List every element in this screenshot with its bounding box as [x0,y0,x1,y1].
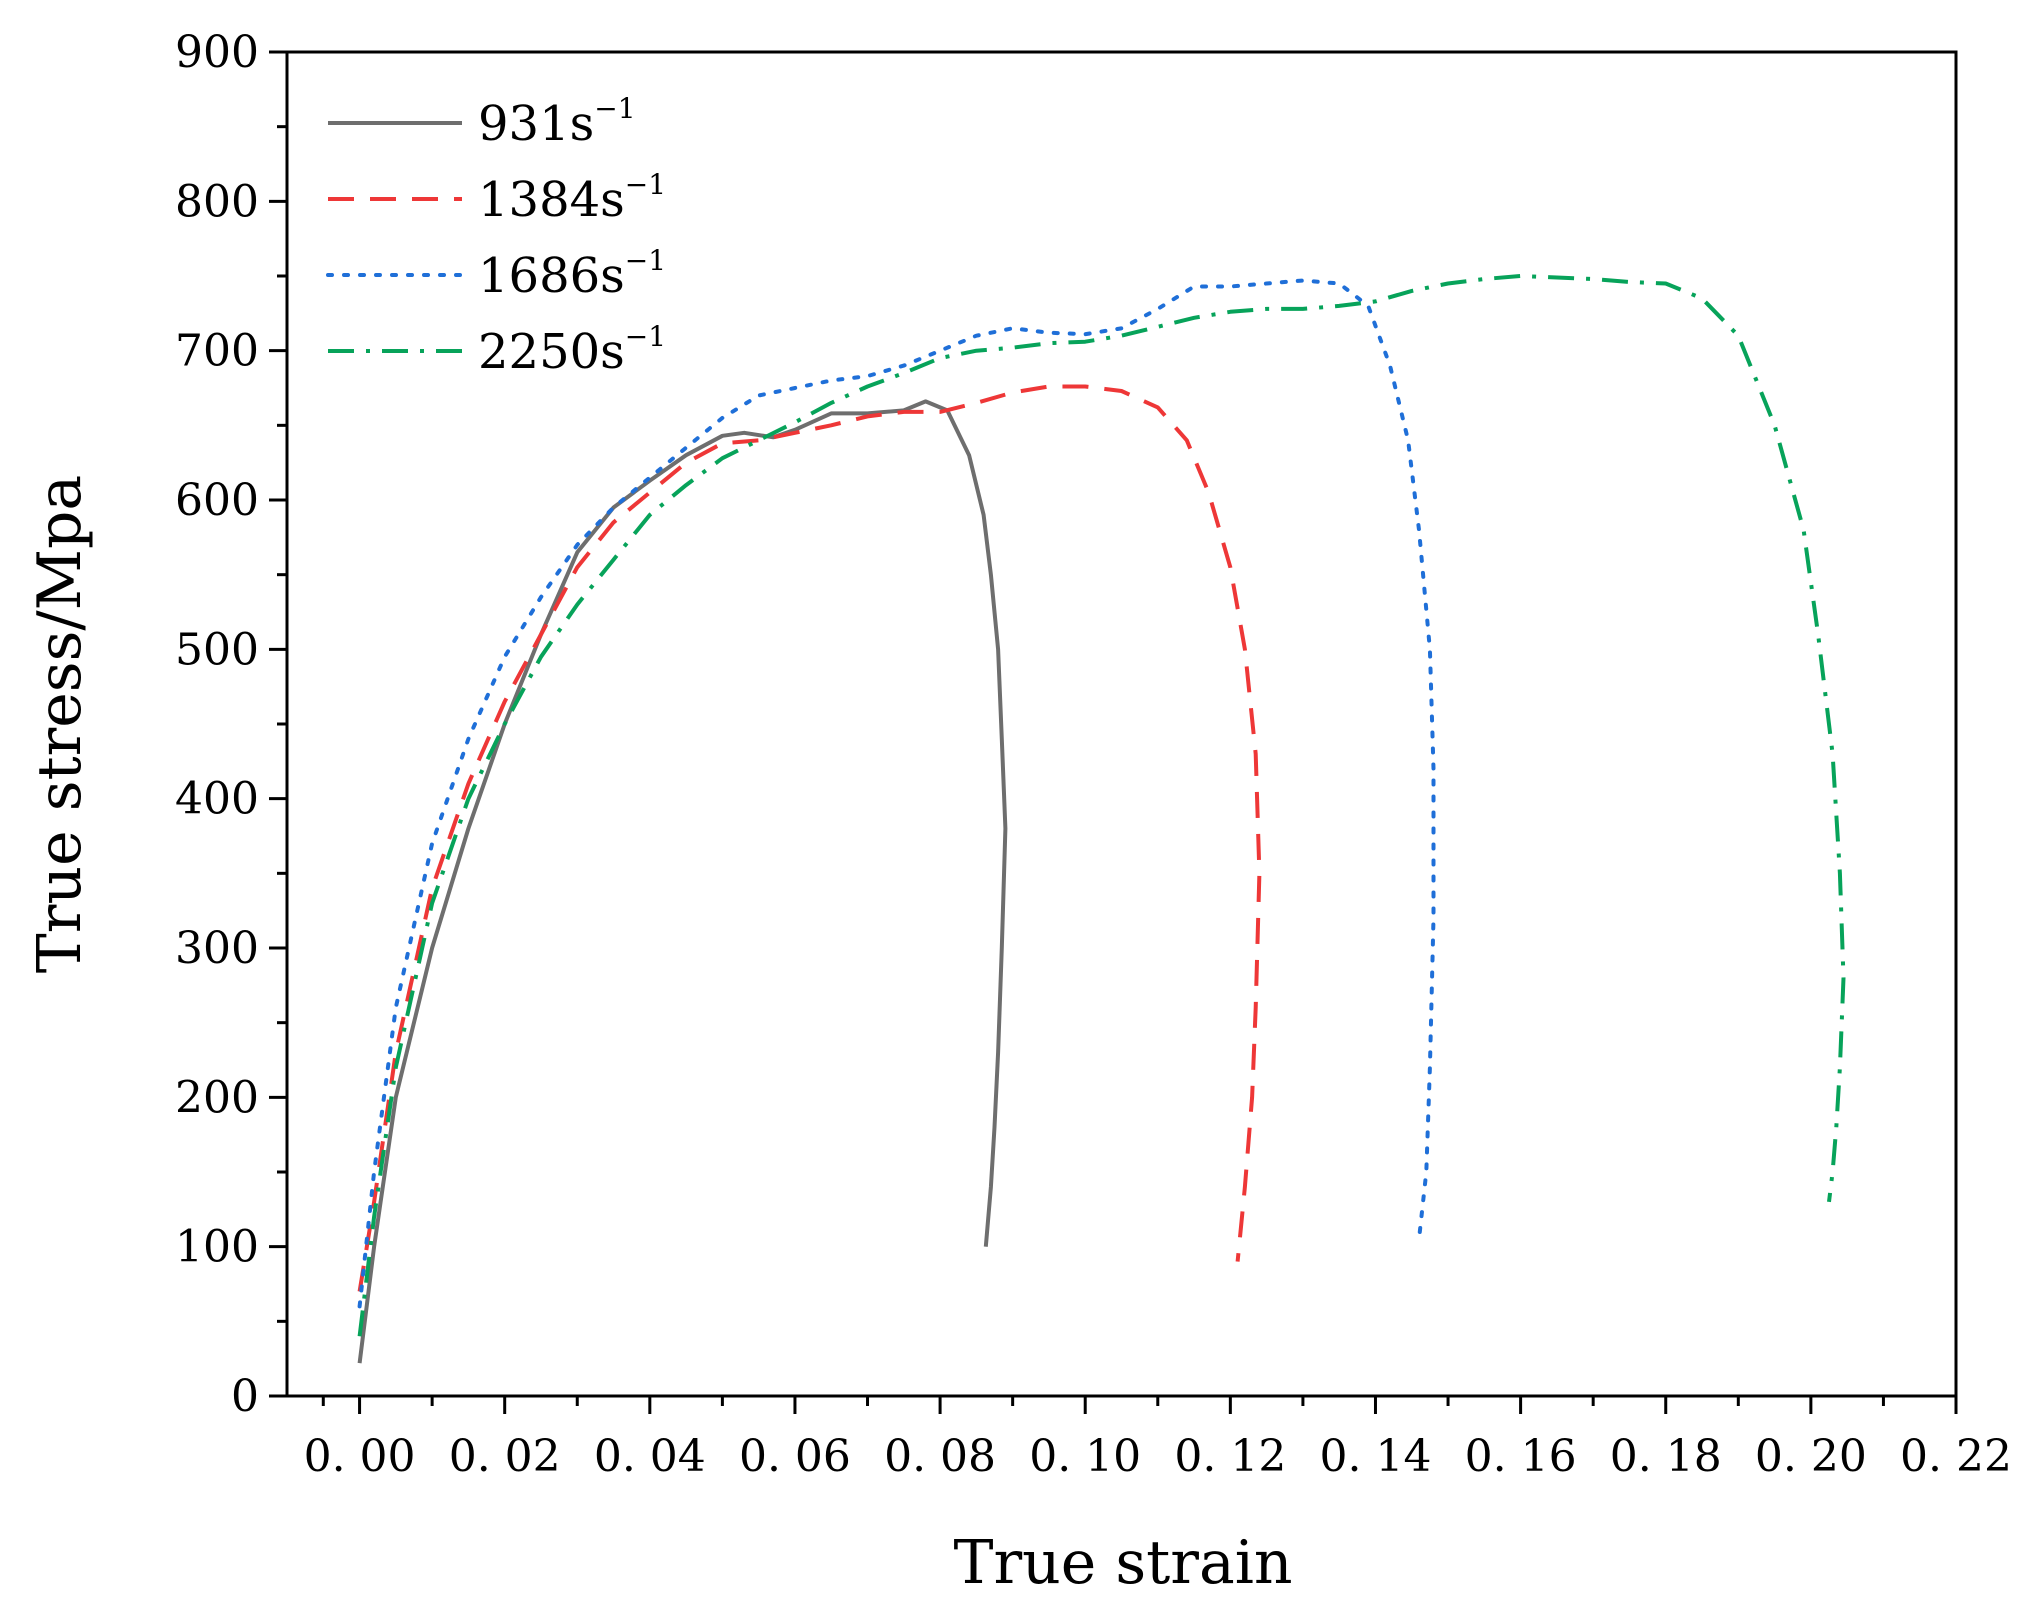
x-tick-label: 0. 10 [1029,1431,1141,1482]
x-tick-label: 0. 02 [449,1431,561,1482]
y-axis: 0 100 200 300 400 500 600 700 800 900 [175,27,287,1422]
x-tick-label: 0. 18 [1610,1431,1722,1482]
y-tick-label: 0 [231,1371,259,1422]
y-tick-label: 300 [175,923,259,974]
x-tick-label: 0. 16 [1465,1431,1577,1482]
series-line-1384 [357,384,1262,1292]
x-tick-label: 0. 12 [1174,1431,1286,1482]
y-tick-label: 100 [175,1222,259,1273]
x-axis: 0. 00 0. 02 0. 04 0. 06 0. 08 0. 10 0. 12 0. 14… [304,1396,2012,1482]
x-tick-label: 0. 20 [1755,1431,1867,1482]
legend-exponent: −1 [594,92,635,125]
series-line-2250 [357,274,1846,1337]
y-tick-label: 600 [175,475,259,526]
x-axis-title: True strain [953,1528,1292,1598]
x-tick-label: 0. 22 [1900,1431,2012,1482]
y-tick-label: 200 [175,1072,259,1123]
series-layer [357,274,1846,1364]
legend-label-931: 931s−1 [478,92,636,152]
legend-exponent: −1 [625,168,666,201]
y-tick-label: 400 [175,774,259,825]
y-tick-label: 900 [175,27,259,78]
y-axis-title: True stress/Mpa [25,475,95,973]
legend-exponent: −1 [625,244,666,277]
y-tick-label: 800 [175,176,259,227]
legend-exponent: −1 [625,320,666,353]
x-tick-label: 0. 08 [884,1431,996,1482]
x-tick-label: 0. 00 [304,1431,416,1482]
x-tick-label: 0. 14 [1319,1431,1431,1482]
y-tick-label: 700 [175,326,259,377]
y-tick-label: 500 [175,624,259,675]
x-tick-label: 0. 04 [594,1431,706,1482]
x-tick-label: 0. 06 [739,1431,851,1482]
